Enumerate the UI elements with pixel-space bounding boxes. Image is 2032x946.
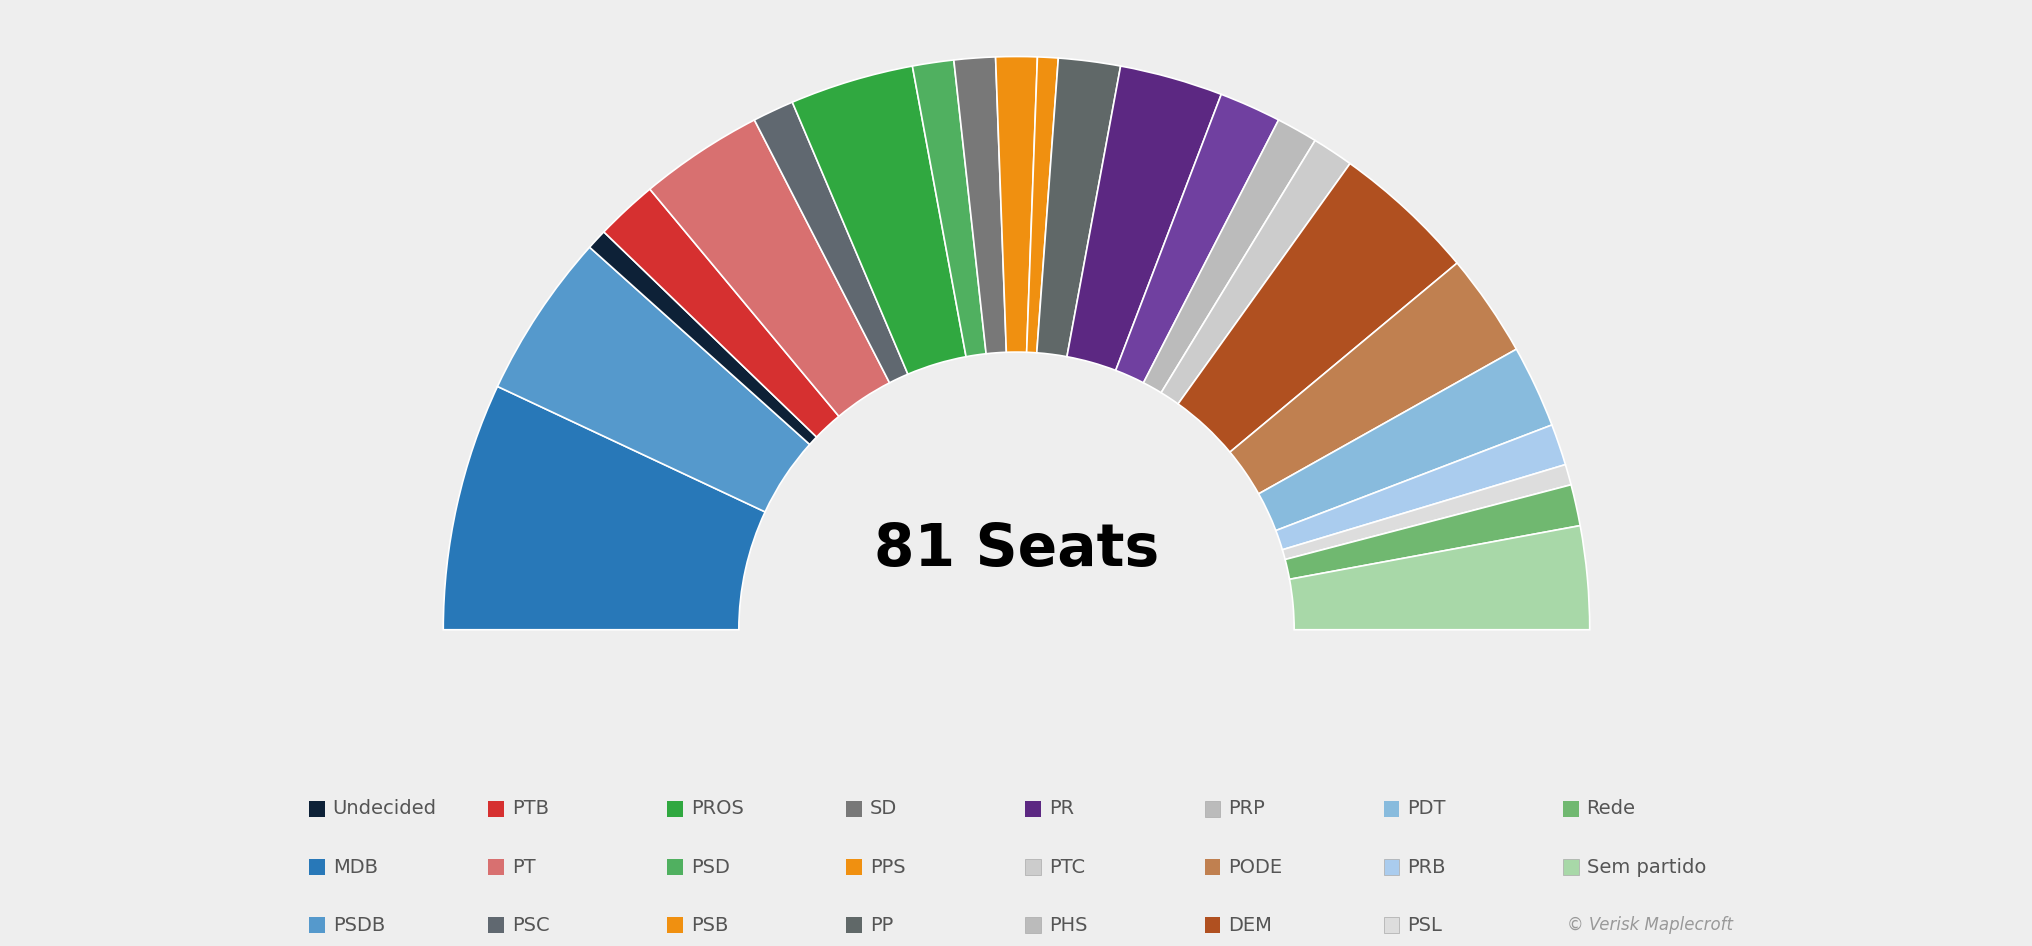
- Bar: [309, 801, 325, 816]
- Text: PT: PT: [512, 858, 534, 877]
- Text: PTB: PTB: [512, 799, 549, 818]
- Text: DEM: DEM: [1227, 916, 1272, 935]
- Bar: [488, 918, 504, 933]
- Bar: [845, 801, 862, 816]
- Wedge shape: [1036, 58, 1120, 357]
- Bar: [1563, 859, 1577, 875]
- Text: PODE: PODE: [1227, 858, 1282, 877]
- Bar: [1024, 801, 1040, 816]
- Wedge shape: [754, 102, 908, 383]
- Wedge shape: [1276, 425, 1565, 550]
- Text: PROS: PROS: [691, 799, 744, 818]
- Wedge shape: [1288, 526, 1589, 630]
- Wedge shape: [1142, 120, 1315, 393]
- Bar: [309, 918, 325, 933]
- Bar: [666, 801, 683, 816]
- Text: PRB: PRB: [1406, 858, 1445, 877]
- Wedge shape: [1067, 66, 1221, 371]
- Bar: [845, 859, 862, 875]
- Bar: [1205, 918, 1219, 933]
- Bar: [1205, 801, 1219, 816]
- Bar: [309, 859, 325, 875]
- Bar: [488, 801, 504, 816]
- Text: Rede: Rede: [1585, 799, 1636, 818]
- Text: PTC: PTC: [1049, 858, 1085, 877]
- Text: PP: PP: [870, 916, 892, 935]
- Bar: [666, 918, 683, 933]
- Wedge shape: [953, 57, 1006, 354]
- Wedge shape: [1258, 349, 1550, 531]
- Text: PRP: PRP: [1227, 799, 1264, 818]
- Bar: [1205, 859, 1219, 875]
- Wedge shape: [792, 66, 965, 375]
- Text: PSDB: PSDB: [333, 916, 384, 935]
- Wedge shape: [1116, 95, 1278, 383]
- Wedge shape: [589, 232, 817, 445]
- Wedge shape: [1160, 140, 1349, 404]
- Text: PSL: PSL: [1406, 916, 1441, 935]
- Text: PSB: PSB: [691, 916, 727, 935]
- Text: SD: SD: [870, 799, 896, 818]
- Bar: [1384, 801, 1398, 816]
- Wedge shape: [1026, 57, 1059, 353]
- Bar: [1563, 801, 1577, 816]
- Wedge shape: [1284, 484, 1579, 579]
- Bar: [1384, 859, 1398, 875]
- Text: © Verisk Maplecroft: © Verisk Maplecroft: [1567, 917, 1731, 935]
- Text: PR: PR: [1049, 799, 1073, 818]
- Bar: [666, 859, 683, 875]
- Text: Undecided: Undecided: [333, 799, 437, 818]
- Wedge shape: [1177, 164, 1457, 452]
- Text: PPS: PPS: [870, 858, 904, 877]
- Wedge shape: [912, 60, 986, 357]
- Text: 81 Seats: 81 Seats: [874, 520, 1158, 578]
- Text: MDB: MDB: [333, 858, 378, 877]
- Bar: [845, 918, 862, 933]
- Bar: [488, 859, 504, 875]
- Wedge shape: [650, 120, 890, 416]
- Wedge shape: [996, 57, 1036, 352]
- Text: Sem partido: Sem partido: [1585, 858, 1705, 877]
- Bar: [1024, 859, 1040, 875]
- Text: PSC: PSC: [512, 916, 549, 935]
- Wedge shape: [604, 189, 839, 437]
- Wedge shape: [498, 247, 809, 512]
- Bar: [1384, 918, 1398, 933]
- Text: PHS: PHS: [1049, 916, 1087, 935]
- Bar: [1024, 918, 1040, 933]
- Wedge shape: [1229, 263, 1516, 494]
- Text: PDT: PDT: [1406, 799, 1445, 818]
- Wedge shape: [443, 386, 764, 630]
- Wedge shape: [1282, 464, 1571, 559]
- Text: PSD: PSD: [691, 858, 729, 877]
